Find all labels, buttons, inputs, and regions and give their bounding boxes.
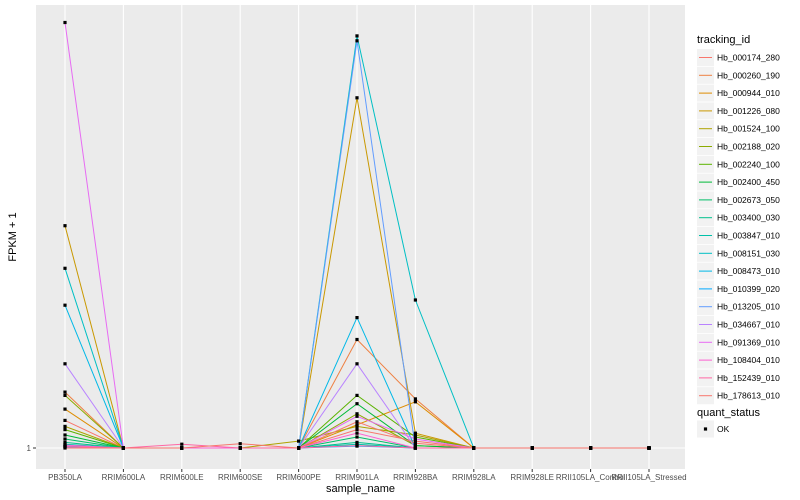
data-point	[355, 402, 359, 406]
data-point	[413, 444, 417, 448]
legend-label: Hb_000260_190	[717, 70, 780, 80]
data-point	[355, 440, 359, 444]
data-point	[355, 96, 359, 100]
y-axis-title: FPKM + 1	[7, 212, 19, 261]
legend-label: Hb_013205_010	[717, 302, 780, 312]
data-point	[238, 446, 242, 450]
data-point	[355, 34, 359, 38]
legend-label: Hb_008473_010	[717, 266, 780, 276]
x-tick-label: RRIM901LA	[335, 473, 379, 482]
data-point	[63, 440, 67, 444]
data-point	[355, 412, 359, 416]
data-point	[63, 428, 67, 432]
data-point	[413, 298, 417, 302]
data-point	[355, 428, 359, 432]
legend-key-point	[703, 427, 708, 431]
x-tick-label: RRIM928LE	[510, 473, 554, 482]
legend-title-quant-status: quant_status	[697, 407, 760, 419]
legend-label: Hb_002673_050	[717, 195, 780, 205]
legend-label: Hb_008151_030	[717, 248, 780, 258]
legend-label: Hb_034667_010	[717, 320, 780, 330]
data-point	[355, 393, 359, 397]
legend-label: Hb_108404_010	[717, 355, 780, 365]
data-point	[63, 424, 67, 428]
data-points	[63, 20, 651, 450]
data-point	[63, 446, 67, 450]
legend-title-tracking-id: tracking_id	[697, 34, 750, 46]
axes: PB350LA RRIM600LA RRIM600LE RRIM600SE RRIM60…	[27, 444, 687, 482]
legend-label: Hb_178613_010	[717, 391, 780, 401]
plot-panel	[36, 5, 685, 469]
legend-label: OK	[717, 424, 730, 434]
data-point	[355, 39, 359, 43]
data-point	[647, 446, 651, 450]
data-point	[180, 442, 184, 446]
status-legend-items: OK	[697, 420, 730, 438]
data-point	[413, 431, 417, 435]
legend-label: Hb_000174_280	[717, 53, 780, 63]
x-tick-label: RRIM928LA	[452, 473, 496, 482]
data-point	[413, 437, 417, 441]
data-point	[472, 446, 476, 450]
data-point	[355, 444, 359, 448]
data-point	[413, 435, 417, 439]
data-point	[355, 337, 359, 342]
legend: tracking_id Hb_000174_280Hb_000260_190Hb…	[697, 34, 780, 438]
data-point	[297, 446, 301, 450]
data-point	[63, 437, 67, 441]
data-point	[355, 316, 359, 320]
data-point	[355, 414, 359, 418]
data-point	[355, 431, 359, 435]
legend-label: Hb_091369_010	[717, 337, 780, 347]
x-tick-label: RRII105LA_Stressed	[611, 473, 686, 482]
data-point	[355, 424, 359, 428]
legend-label: Hb_010399_020	[717, 284, 780, 294]
x-tick-label: RRIM600PE	[276, 473, 320, 482]
data-point	[63, 266, 67, 270]
data-point	[63, 224, 67, 228]
y-tick-label: 1	[27, 444, 32, 453]
legend-label: Hb_002400_450	[717, 177, 780, 187]
legend-label: Hb_003400_030	[717, 213, 780, 223]
data-point	[355, 420, 359, 424]
x-tick-label: RRIM600LA	[102, 473, 146, 482]
data-point	[413, 439, 417, 443]
x-tick-label: RRIM928BA	[393, 473, 438, 482]
legend-label: Hb_003847_010	[717, 231, 780, 241]
legend-label: Hb_000944_010	[717, 88, 780, 98]
legend-label: Hb_152439_010	[717, 373, 780, 383]
data-point	[413, 441, 417, 445]
legend-label: Hb_002240_100	[717, 159, 780, 169]
data-point	[63, 393, 67, 397]
data-point	[238, 442, 242, 446]
data-point	[63, 20, 67, 25]
data-point	[63, 433, 67, 437]
x-tick-label: RRIM600SE	[218, 473, 262, 482]
data-point	[413, 433, 417, 437]
data-point	[63, 362, 67, 366]
legend-label: Hb_001226_080	[717, 106, 780, 116]
legend-items: Hb_000174_280 Hb_000260_190 Hb_000944_010 H…	[697, 49, 780, 405]
data-point	[355, 435, 359, 439]
data-point	[63, 303, 67, 307]
legend-label: Hb_002188_020	[717, 142, 780, 152]
data-point	[63, 390, 67, 394]
x-axis-title: sample_name	[326, 483, 395, 495]
data-point	[589, 446, 593, 450]
data-point	[355, 362, 359, 366]
data-point	[297, 439, 301, 443]
x-tick-label: RRII105LA_Control	[556, 473, 626, 482]
data-point	[121, 446, 125, 450]
data-point	[530, 446, 534, 450]
x-tick-label: RRIM600LE	[160, 473, 204, 482]
data-point	[413, 446, 417, 450]
x-tick-label: PB350LA	[48, 473, 82, 482]
data-point	[413, 400, 417, 404]
data-point	[63, 418, 67, 422]
data-point	[413, 397, 417, 401]
legend-label: Hb_001524_100	[717, 124, 780, 134]
data-point	[63, 407, 67, 411]
data-point	[180, 446, 184, 450]
